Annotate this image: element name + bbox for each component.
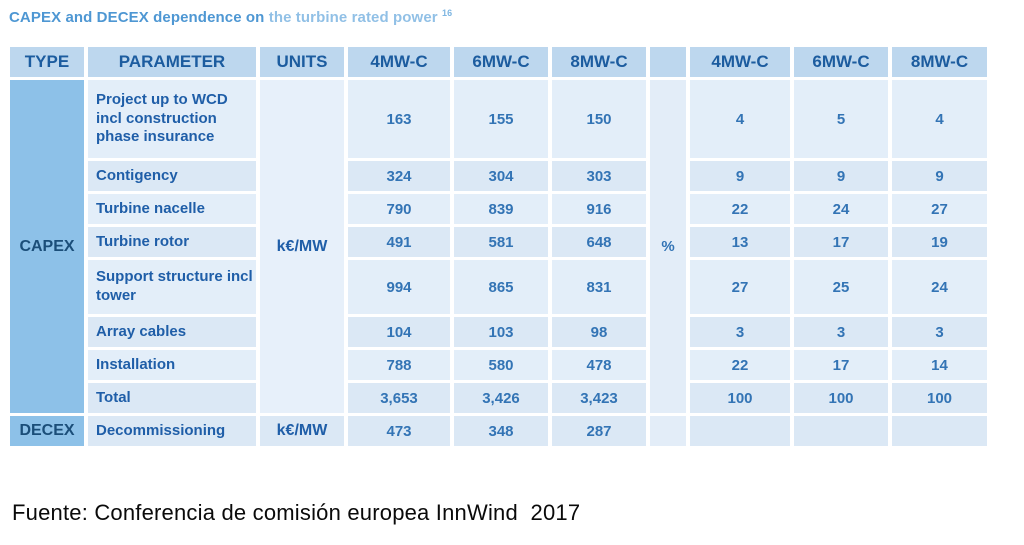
- pct-value-cell: 17: [794, 227, 888, 257]
- cost-value-cell: 790: [348, 194, 450, 224]
- pct-value-cell: 3: [794, 317, 888, 347]
- pct-value-cell: 100: [794, 383, 888, 413]
- column-header-4mw-pct: 4MW-C: [690, 47, 790, 77]
- parameter-cell: Turbine nacelle: [88, 194, 256, 224]
- cost-value-cell: 150: [552, 80, 646, 158]
- decex-row-label: DECEX: [10, 416, 84, 446]
- pct-value-cell: 9: [794, 161, 888, 191]
- pct-value-cell: 4: [892, 80, 987, 158]
- table-row: Installation 788 580 478 22 17 14: [10, 350, 987, 380]
- pct-value-cell: 22: [690, 350, 790, 380]
- pct-value-cell: [690, 416, 790, 446]
- pct-value-cell: 17: [794, 350, 888, 380]
- capex-units-cell: k€/MW: [260, 80, 344, 413]
- decex-units-cell: k€/MW: [260, 416, 344, 446]
- cost-value-cell: 3,653: [348, 383, 450, 413]
- pct-value-cell: 27: [690, 260, 790, 314]
- table-row: Support structure incl tower 994 865 831…: [10, 260, 987, 314]
- pct-value-cell: 9: [892, 161, 987, 191]
- column-header-4mw-cost: 4MW-C: [348, 47, 450, 77]
- cost-value-cell: 478: [552, 350, 646, 380]
- table-row: Array cables 104 103 98 3 3 3: [10, 317, 987, 347]
- column-header-units: UNITS: [260, 47, 344, 77]
- pct-value-cell: 3: [690, 317, 790, 347]
- parameter-cell: Turbine rotor: [88, 227, 256, 257]
- pct-value-cell: 25: [794, 260, 888, 314]
- parameter-cell: Installation: [88, 350, 256, 380]
- cost-value-cell: 580: [454, 350, 548, 380]
- parameter-cell: Contigency: [88, 161, 256, 191]
- source-caption: Fuente: Conferencia de comisión europea …: [12, 500, 581, 525]
- parameter-cell: Array cables: [88, 317, 256, 347]
- cost-value-cell: 916: [552, 194, 646, 224]
- pct-value-cell: [794, 416, 888, 446]
- column-header-spacer: [650, 47, 686, 77]
- cost-value-cell: 831: [552, 260, 646, 314]
- cost-value-cell: 304: [454, 161, 548, 191]
- cost-value-cell: 865: [454, 260, 548, 314]
- cost-value-cell: 3,423: [552, 383, 646, 413]
- cost-value-cell: 98: [552, 317, 646, 347]
- cost-value-cell: 491: [348, 227, 450, 257]
- cost-value-cell: 581: [454, 227, 548, 257]
- capex-decex-table: TYPE PARAMETER UNITS 4MW-C 6MW-C 8MW-C 4…: [6, 44, 991, 449]
- percent-units-cell: %: [650, 80, 686, 413]
- cost-value-cell: 163: [348, 80, 450, 158]
- pct-value-cell: 24: [794, 194, 888, 224]
- table-row: Contigency 324 304 303 9 9 9: [10, 161, 987, 191]
- column-header-6mw-pct: 6MW-C: [794, 47, 888, 77]
- parameter-cell: Decommissioning: [88, 416, 256, 446]
- cost-value-cell: 287: [552, 416, 646, 446]
- table-row: Turbine rotor 491 581 648 13 17 19: [10, 227, 987, 257]
- pct-value-cell: 3: [892, 317, 987, 347]
- parameter-cell: Total: [88, 383, 256, 413]
- cost-value-cell: 473: [348, 416, 450, 446]
- cost-value-cell: 3,426: [454, 383, 548, 413]
- cost-value-cell: 104: [348, 317, 450, 347]
- header-row: TYPE PARAMETER UNITS 4MW-C 6MW-C 8MW-C 4…: [10, 47, 987, 77]
- cost-value-cell: 348: [454, 416, 548, 446]
- title-superscript: 16: [441, 8, 453, 18]
- column-header-8mw-pct: 8MW-C: [892, 47, 987, 77]
- table-row: Total 3,653 3,426 3,423 100 100 100: [10, 383, 987, 413]
- pct-value-cell: 19: [892, 227, 987, 257]
- column-header-6mw-cost: 6MW-C: [454, 47, 548, 77]
- cost-value-cell: 788: [348, 350, 450, 380]
- pct-value-cell: 9: [690, 161, 790, 191]
- pct-value-cell: 14: [892, 350, 987, 380]
- pct-value-cell: 27: [892, 194, 987, 224]
- parameter-cell: Project up to WCD incl construction phas…: [88, 80, 256, 158]
- title-bold-part: CAPEX and DECEX dependence on: [9, 9, 269, 26]
- cost-value-cell: 103: [454, 317, 548, 347]
- cost-value-cell: 648: [552, 227, 646, 257]
- pct-value-cell: 24: [892, 260, 987, 314]
- cost-value-cell: 155: [454, 80, 548, 158]
- decex-percent-spacer-cell: [650, 416, 686, 446]
- capex-row-label: CAPEX: [10, 80, 84, 413]
- pct-value-cell: [892, 416, 987, 446]
- column-header-parameter: PARAMETER: [88, 47, 256, 77]
- pct-value-cell: 100: [690, 383, 790, 413]
- cost-value-cell: 324: [348, 161, 450, 191]
- pct-value-cell: 5: [794, 80, 888, 158]
- table-row: Turbine nacelle 790 839 916 22 24 27: [10, 194, 987, 224]
- pct-value-cell: 22: [690, 194, 790, 224]
- table-row-decex: DECEX Decommissioning k€/MW 473 348 287: [10, 416, 987, 446]
- title-regular-part: the turbine rated power: [268, 9, 438, 26]
- page-title: CAPEX and DECEX dependence on the turbin…: [6, 6, 1014, 26]
- table-row: CAPEX Project up to WCD incl constructio…: [10, 80, 987, 413]
- cost-value-cell: 839: [454, 194, 548, 224]
- column-header-type: TYPE: [10, 47, 84, 77]
- pct-value-cell: 100: [892, 383, 987, 413]
- column-header-8mw-cost: 8MW-C: [552, 47, 646, 77]
- parameter-cell: Support structure incl tower: [88, 260, 256, 314]
- cost-value-cell: 303: [552, 161, 646, 191]
- cost-value-cell: 994: [348, 260, 450, 314]
- pct-value-cell: 4: [690, 80, 790, 158]
- pct-value-cell: 13: [690, 227, 790, 257]
